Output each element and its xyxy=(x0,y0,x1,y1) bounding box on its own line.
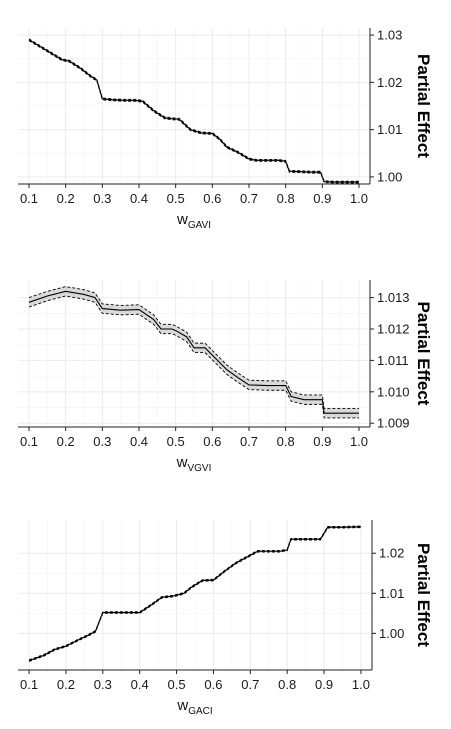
x-tick-label: 0.8 xyxy=(277,434,295,449)
y-tick-label: 1.02 xyxy=(377,75,402,90)
x-tick-label: 0.9 xyxy=(313,191,331,206)
x-tick-label: 0.7 xyxy=(241,677,259,692)
x-tick-label: 1.0 xyxy=(350,191,368,206)
x-tick-label: 0.5 xyxy=(167,434,185,449)
x-tick-label: 0.4 xyxy=(130,191,148,206)
x-tick-label: 0.7 xyxy=(240,191,258,206)
x-tick-label: 0.1 xyxy=(20,191,38,206)
x-tick-label: 0.1 xyxy=(20,434,38,449)
chart-panel-3: 0.1 0.2 0.3 0.4 0.5 0.6 0.7 0.8 0.9 1.0 1.00 1.01 1.… xyxy=(18,520,433,717)
y-tick-label: 1.010 xyxy=(377,384,410,399)
chart-panel-2: 0.1 0.2 0.3 0.4 0.5 0.6 0.7 0.8 0.9 1.0 1.009 1.010… xyxy=(18,280,433,474)
y-axis-title: Partial Effect xyxy=(414,54,433,158)
lower-bound-line xyxy=(28,40,359,184)
x-axis-title-main: w xyxy=(176,211,188,228)
y-tick-label: 1.012 xyxy=(377,322,410,337)
x-tick-label: 0.7 xyxy=(240,434,258,449)
x-axis-title-subscript: GAVI xyxy=(188,220,211,231)
y-axis-title: Partial Effect xyxy=(414,543,433,647)
x-tick-label: 0.6 xyxy=(204,677,222,692)
x-axis-title-subscript: VGVI xyxy=(187,463,211,474)
chart-panel-1: 0.1 0.2 0.3 0.4 0.5 0.6 0.7 0.8 0.9 1.0 1.00 1.01 1.… xyxy=(18,28,433,231)
upper-bound-line xyxy=(28,525,361,661)
series-line-0 xyxy=(28,39,359,183)
x-tick-label: 0.2 xyxy=(57,677,75,692)
x-tick-label: 0.4 xyxy=(131,677,149,692)
x-axis-title: wGACI xyxy=(176,697,212,717)
upper-bound-line xyxy=(28,38,359,182)
x-tick-label: 0.2 xyxy=(57,191,75,206)
series-line-0 xyxy=(28,526,361,662)
x-axis-title-main: w xyxy=(176,697,188,714)
x-tick-label: 0.5 xyxy=(168,677,186,692)
x-tick-label: 0.8 xyxy=(277,191,295,206)
y-tick-label: 1.013 xyxy=(377,290,410,305)
y-tick-label: 1.03 xyxy=(377,28,402,43)
x-tick-label: 0.3 xyxy=(94,677,112,692)
x-tick-label: 0.9 xyxy=(315,677,333,692)
x-tick-label: 1.0 xyxy=(350,434,368,449)
series-line-0 xyxy=(28,290,359,414)
lower-bound-line xyxy=(28,295,359,419)
x-tick-label: 0.9 xyxy=(313,434,331,449)
x-axis-title: wGAVI xyxy=(176,211,211,231)
x-tick-label: 0.4 xyxy=(130,434,148,449)
x-tick-label: 0.5 xyxy=(167,191,185,206)
lower-bound-line xyxy=(28,527,361,662)
x-tick-label: 0.8 xyxy=(278,677,296,692)
x-tick-label: 0.6 xyxy=(203,191,221,206)
y-tick-label: 1.00 xyxy=(379,626,404,641)
y-axis-title: Partial Effect xyxy=(414,302,433,406)
y-tick-label: 1.011 xyxy=(377,353,409,368)
x-tick-label: 0.6 xyxy=(203,434,221,449)
y-tick-label: 1.02 xyxy=(379,546,404,561)
x-axis-title-main: w xyxy=(176,454,188,471)
upper-bound-line xyxy=(28,286,359,409)
y-tick-label: 1.01 xyxy=(377,122,402,137)
x-axis-title: wVGVI xyxy=(176,454,212,474)
x-tick-label: 0.3 xyxy=(93,434,111,449)
y-tick-label: 1.01 xyxy=(379,586,404,601)
x-tick-label: 0.1 xyxy=(20,677,38,692)
x-tick-label: 0.3 xyxy=(93,191,111,206)
y-tick-label: 1.00 xyxy=(377,169,402,184)
x-tick-label: 0.2 xyxy=(57,434,75,449)
y-tick-label: 1.009 xyxy=(377,416,410,431)
x-tick-label: 1.0 xyxy=(352,677,370,692)
x-axis-title-subscript: GACI xyxy=(188,706,212,717)
